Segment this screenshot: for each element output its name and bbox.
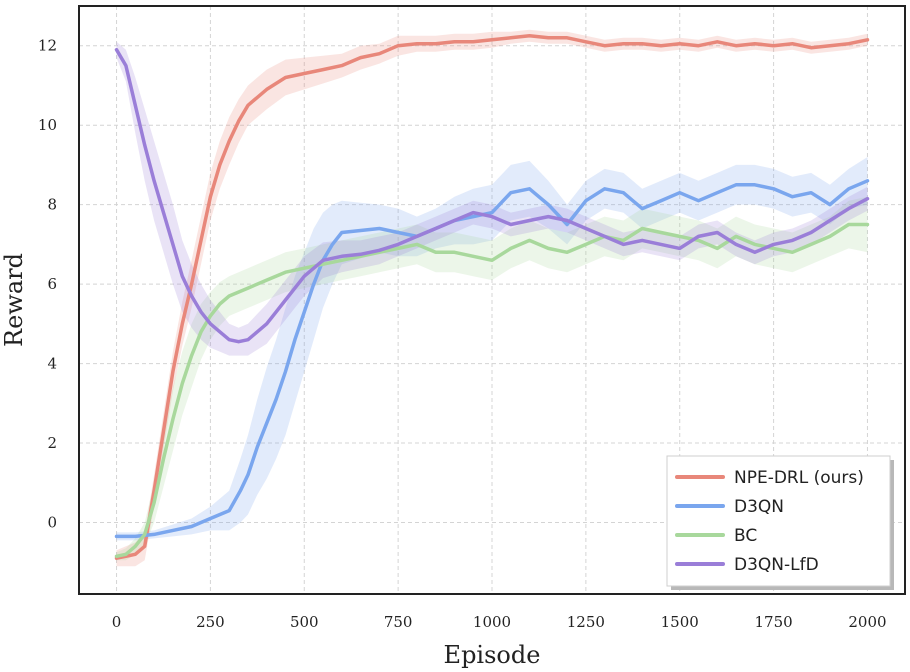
series-line-2	[114, 222, 870, 559]
x-tick-label: 250	[196, 613, 225, 631]
x-tick-label: 1500	[661, 613, 699, 631]
y-axis-title: Reward	[0, 253, 28, 347]
series-lines	[114, 34, 870, 560]
legend-label: NPE-DRL (ours)	[734, 468, 864, 488]
y-tick-label: 10	[38, 116, 57, 134]
axis-ticks: 0 250 500 750 1000 1250 1500 1750 2000 0 2 4 6 8 10 12	[38, 37, 887, 631]
y-tick-label: 2	[47, 434, 57, 452]
x-axis-title: Episode	[444, 641, 541, 669]
plot-frame	[78, 5, 906, 595]
y-tick-label: 4	[47, 355, 57, 373]
y-tick-label: 8	[47, 196, 57, 214]
x-tick-label: 500	[290, 613, 319, 631]
x-tick-label: 1750	[754, 613, 792, 631]
x-tick-label: 1000	[473, 613, 511, 631]
series-line-0	[114, 34, 870, 560]
y-tick-label: 0	[47, 513, 57, 531]
x-tick-label: 0	[112, 613, 122, 631]
y-tick-label: 12	[38, 37, 57, 55]
legend-label: BC	[734, 526, 757, 546]
series-band-2	[116, 196, 868, 561]
legend-label: D3QN	[734, 497, 784, 517]
x-tick-label: 2000	[848, 613, 886, 631]
x-tick-label: 750	[384, 613, 413, 631]
x-tick-label: 1250	[567, 613, 605, 631]
y-tick-label: 6	[47, 275, 57, 293]
legend-label: D3QN-LfD	[734, 555, 819, 575]
legend: NPE-DRL (ours) D3QN BC D3QN-LfD	[666, 455, 894, 590]
series-band-1	[116, 157, 868, 541]
series-line-3	[114, 47, 870, 344]
